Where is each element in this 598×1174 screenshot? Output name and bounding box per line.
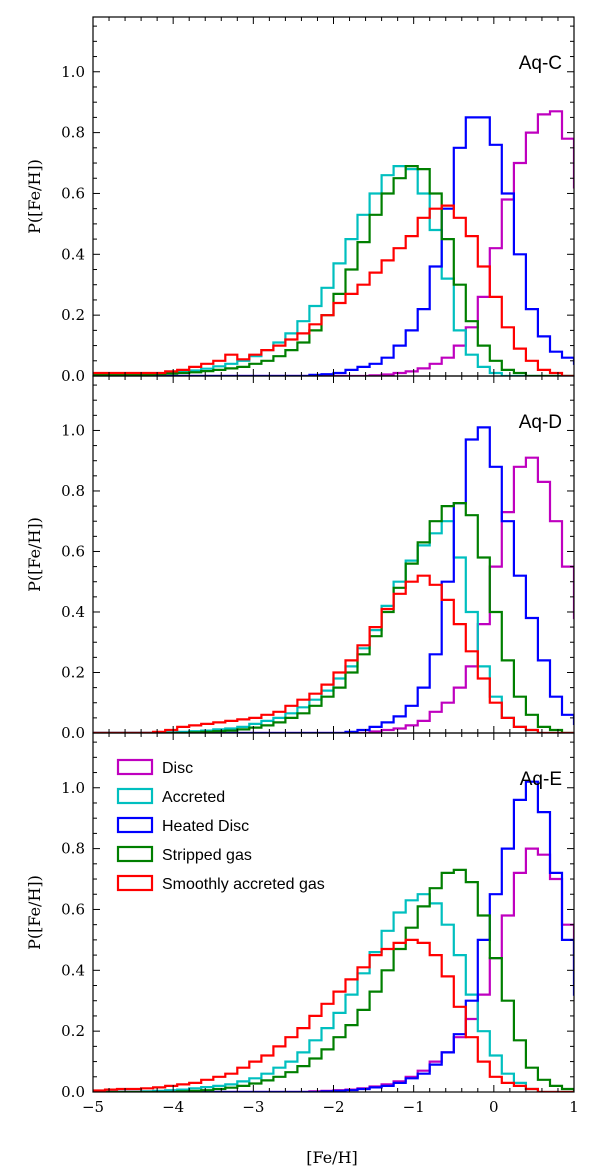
- x-tick-label: −2: [322, 1098, 344, 1116]
- y-tick-label: 0.4: [61, 603, 85, 621]
- y-tick-label: 0.0: [61, 367, 85, 385]
- x-tick-label: −1: [403, 1098, 425, 1116]
- series-line-smoothly-accreted-gas: [93, 938, 574, 1092]
- y-tick-label: 0.0: [61, 724, 85, 742]
- panel-title: Aq-E: [520, 769, 562, 790]
- series-line-accreted: [93, 520, 574, 733]
- panel-title: Aq-D: [519, 412, 562, 433]
- y-tick-label: 0.2: [61, 306, 85, 324]
- y-tick-label: 0.2: [61, 663, 85, 681]
- legend-swatch: [116, 845, 154, 863]
- legend-swatch: [116, 874, 154, 892]
- y-tick-label: 0.6: [61, 184, 85, 202]
- legend-label: Stripped gas: [162, 847, 252, 864]
- y-tick-label: 0.2: [61, 1022, 85, 1040]
- x-axis-label: [Fe/H]: [306, 1148, 358, 1167]
- legend-swatch: [116, 787, 154, 805]
- series-line-heated-disc: [93, 116, 574, 376]
- y-tick-label: 0.8: [61, 482, 85, 500]
- y-axis-label: P([Fe/H]): [25, 517, 44, 592]
- y-tick-label: 0.6: [61, 542, 85, 560]
- series-line-disc: [93, 456, 574, 733]
- series-group: [93, 110, 574, 376]
- series-line-heated-disc: [93, 426, 574, 733]
- y-axis-label: P([Fe/H]): [25, 875, 44, 950]
- legend-label: Smoothly accreted gas: [162, 876, 325, 893]
- y-tick-label: 0.0: [61, 1083, 85, 1101]
- legend: Disc Accreted Heated Disc Stripped gas Smoot…: [116, 758, 325, 893]
- y-tick-label: 1.0: [61, 779, 85, 797]
- x-tick-label: 1: [569, 1098, 579, 1116]
- series-line-smoothly-accreted-gas: [93, 574, 574, 733]
- series-line-disc: [93, 110, 574, 376]
- y-tick-label: 1.0: [61, 63, 85, 81]
- panels-group: 0.0 0.2 0.4 0.6 0.8 1.0 P([Fe/H]) Aq-C 0.0 0.2 0.4…: [25, 16, 579, 1116]
- y-tick-label: 0.4: [61, 961, 85, 979]
- panel-2: 0.0 0.2 0.4 0.6 0.8 1.0 P([Fe/H]) Aq-D: [25, 375, 575, 742]
- legend-swatch: [116, 758, 154, 776]
- y-tick-label: 0.8: [61, 124, 85, 142]
- y-tick-label: 0.4: [61, 245, 85, 263]
- x-tick-label: −3: [242, 1098, 264, 1116]
- legend-label: Accreted: [162, 789, 225, 806]
- y-tick-label: 1.0: [61, 421, 85, 439]
- series-group: [93, 426, 574, 733]
- panel-title: Aq-C: [519, 53, 562, 74]
- y-tick-label: 0.6: [61, 900, 85, 918]
- y-tick-label: 0.8: [61, 840, 85, 858]
- legend-label: Disc: [162, 760, 193, 777]
- series-line-stripped-gas: [93, 868, 574, 1092]
- legend-swatch: [116, 816, 154, 834]
- legend-label: Heated Disc: [162, 818, 249, 835]
- series-line-stripped-gas: [93, 502, 574, 733]
- series-line-smoothly-accreted-gas: [93, 204, 574, 376]
- panel-1: 0.0 0.2 0.4 0.6 0.8 1.0 P([Fe/H]) Aq-C: [25, 16, 575, 385]
- series-line-accreted: [93, 893, 574, 1092]
- series-line-stripped-gas: [93, 165, 574, 376]
- x-tick-label: −4: [162, 1098, 184, 1116]
- y-axis-label: P([Fe/H]): [25, 159, 44, 234]
- panel-3: 0.0 0.2 0.4 0.6 0.8 1.0 −5 −4 −3 −2 −1 0 1 P([Fe/H]) A…: [25, 732, 579, 1116]
- x-tick-label: −5: [82, 1098, 104, 1116]
- x-tick-label: 0: [489, 1098, 499, 1116]
